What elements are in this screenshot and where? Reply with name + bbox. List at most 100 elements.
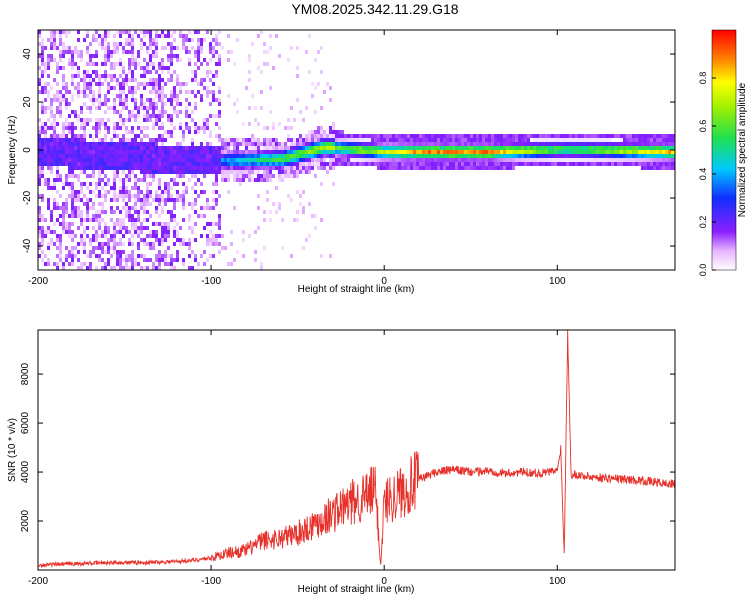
spectrogram-cell	[146, 218, 149, 222]
spectrogram-cell	[53, 42, 56, 46]
spectrogram-cell	[170, 74, 173, 78]
spectrogram-cell	[98, 122, 101, 126]
spectrogram-cell	[191, 206, 194, 210]
spectrogram-cell	[284, 150, 287, 154]
spectrogram-cell	[140, 66, 143, 70]
spectrogram-cell	[212, 150, 215, 154]
spectrogram-cell	[104, 230, 107, 234]
spectrogram-cell	[353, 150, 356, 154]
spectrogram-cell	[98, 234, 101, 238]
spectrogram-cell	[161, 126, 164, 130]
spectrogram-cell	[71, 214, 74, 218]
spectrogram-cell	[173, 170, 176, 174]
spectrogram-cell	[155, 150, 158, 154]
spectrogram-cell	[239, 166, 242, 170]
spectrogram-cell	[251, 146, 254, 150]
spectrogram-cell	[149, 102, 152, 106]
spectrogram-cell	[128, 78, 131, 82]
spectrogram-cell	[236, 250, 239, 254]
spectrogram-cell	[299, 202, 302, 206]
spectrogram-cell	[44, 262, 47, 266]
spectrogram-cell	[644, 138, 647, 142]
spectrogram-cell	[305, 50, 308, 54]
spectrogram-cell	[128, 254, 131, 258]
spectrogram-cell	[185, 110, 188, 114]
spectrogram-cell	[212, 242, 215, 246]
spectrogram-cell	[611, 162, 614, 166]
spectrogram-cell	[572, 134, 575, 138]
spectrogram-cell	[407, 162, 410, 166]
spectrogram-cell	[116, 166, 119, 170]
spectrogram-cell	[389, 146, 392, 150]
spectrogram-cell	[665, 158, 668, 162]
spectrogram-cell	[662, 166, 665, 170]
spectrogram-cell	[113, 74, 116, 78]
spectrogram-cell	[128, 130, 131, 134]
spectrogram-cell	[128, 266, 131, 270]
spectrogram-cell	[80, 170, 83, 174]
spectrogram-cell	[407, 158, 410, 162]
spectrogram-cell	[170, 122, 173, 126]
spectrogram-cell	[374, 154, 377, 158]
spectrogram-cell	[86, 218, 89, 222]
spectrogram-cell	[629, 138, 632, 142]
spectrogram-cell	[650, 146, 653, 150]
spectrogram-cell	[587, 150, 590, 154]
spectrogram-cell	[359, 142, 362, 146]
spectrogram-cell	[206, 70, 209, 74]
spectrogram-cell	[296, 150, 299, 154]
spectrogram-cell	[296, 170, 299, 174]
spectrogram-cell	[179, 226, 182, 230]
spectrogram-cell	[473, 142, 476, 146]
spectrogram-cell	[161, 34, 164, 38]
spectrogram-cell	[143, 238, 146, 242]
spectrogram-cell	[221, 170, 224, 174]
spectrogram-cell	[305, 106, 308, 110]
spectrogram-cell	[653, 142, 656, 146]
spectrogram-cell	[350, 162, 353, 166]
spectrogram-cell	[71, 202, 74, 206]
spectrogram-cell	[287, 138, 290, 142]
spectrogram-cell	[317, 134, 320, 138]
spectrogram-cell	[179, 142, 182, 146]
spectrogram-cell	[443, 134, 446, 138]
spectrogram-cell	[68, 166, 71, 170]
spectrogram-cell	[326, 146, 329, 150]
spectrogram-cell	[167, 166, 170, 170]
spectrogram-cell	[173, 106, 176, 110]
spectrogram-cell	[287, 134, 290, 138]
spectrogram-cell	[281, 146, 284, 150]
spectrogram-cell	[167, 210, 170, 214]
spectrogram-cell	[206, 242, 209, 246]
spectrogram-cell	[155, 30, 158, 34]
spectrogram-cell	[170, 46, 173, 50]
spectrogram-cell	[296, 146, 299, 150]
spectrogram-cell	[104, 138, 107, 142]
spectrogram-cell	[533, 146, 536, 150]
spectrogram-cell	[215, 166, 218, 170]
spectrogram-cell	[104, 58, 107, 62]
spectrogram-cell	[155, 166, 158, 170]
spectrogram-cell	[113, 182, 116, 186]
spectrogram-cell	[548, 162, 551, 166]
spectrogram-cell	[128, 242, 131, 246]
spectrogram-cell	[305, 154, 308, 158]
spectrogram-cell	[98, 182, 101, 186]
spectrogram-cell	[41, 234, 44, 238]
spectrogram-cell	[113, 250, 116, 254]
spectrogram-cell	[623, 150, 626, 154]
spectrogram-cell	[440, 138, 443, 142]
spectrogram-cell	[623, 162, 626, 166]
spectrogram-cell	[41, 74, 44, 78]
spectrogram-cell	[302, 142, 305, 146]
spectrogram-cell	[551, 142, 554, 146]
spectrogram-cell	[479, 142, 482, 146]
spectrogram-cell	[95, 98, 98, 102]
spectrogram-cell	[476, 138, 479, 142]
spectrogram-cell	[209, 114, 212, 118]
spectrogram-cell	[221, 246, 224, 250]
spectrogram-cell	[542, 146, 545, 150]
spectrogram-cell	[113, 154, 116, 158]
spectrogram-cell	[311, 158, 314, 162]
spectrogram-cell	[80, 242, 83, 246]
